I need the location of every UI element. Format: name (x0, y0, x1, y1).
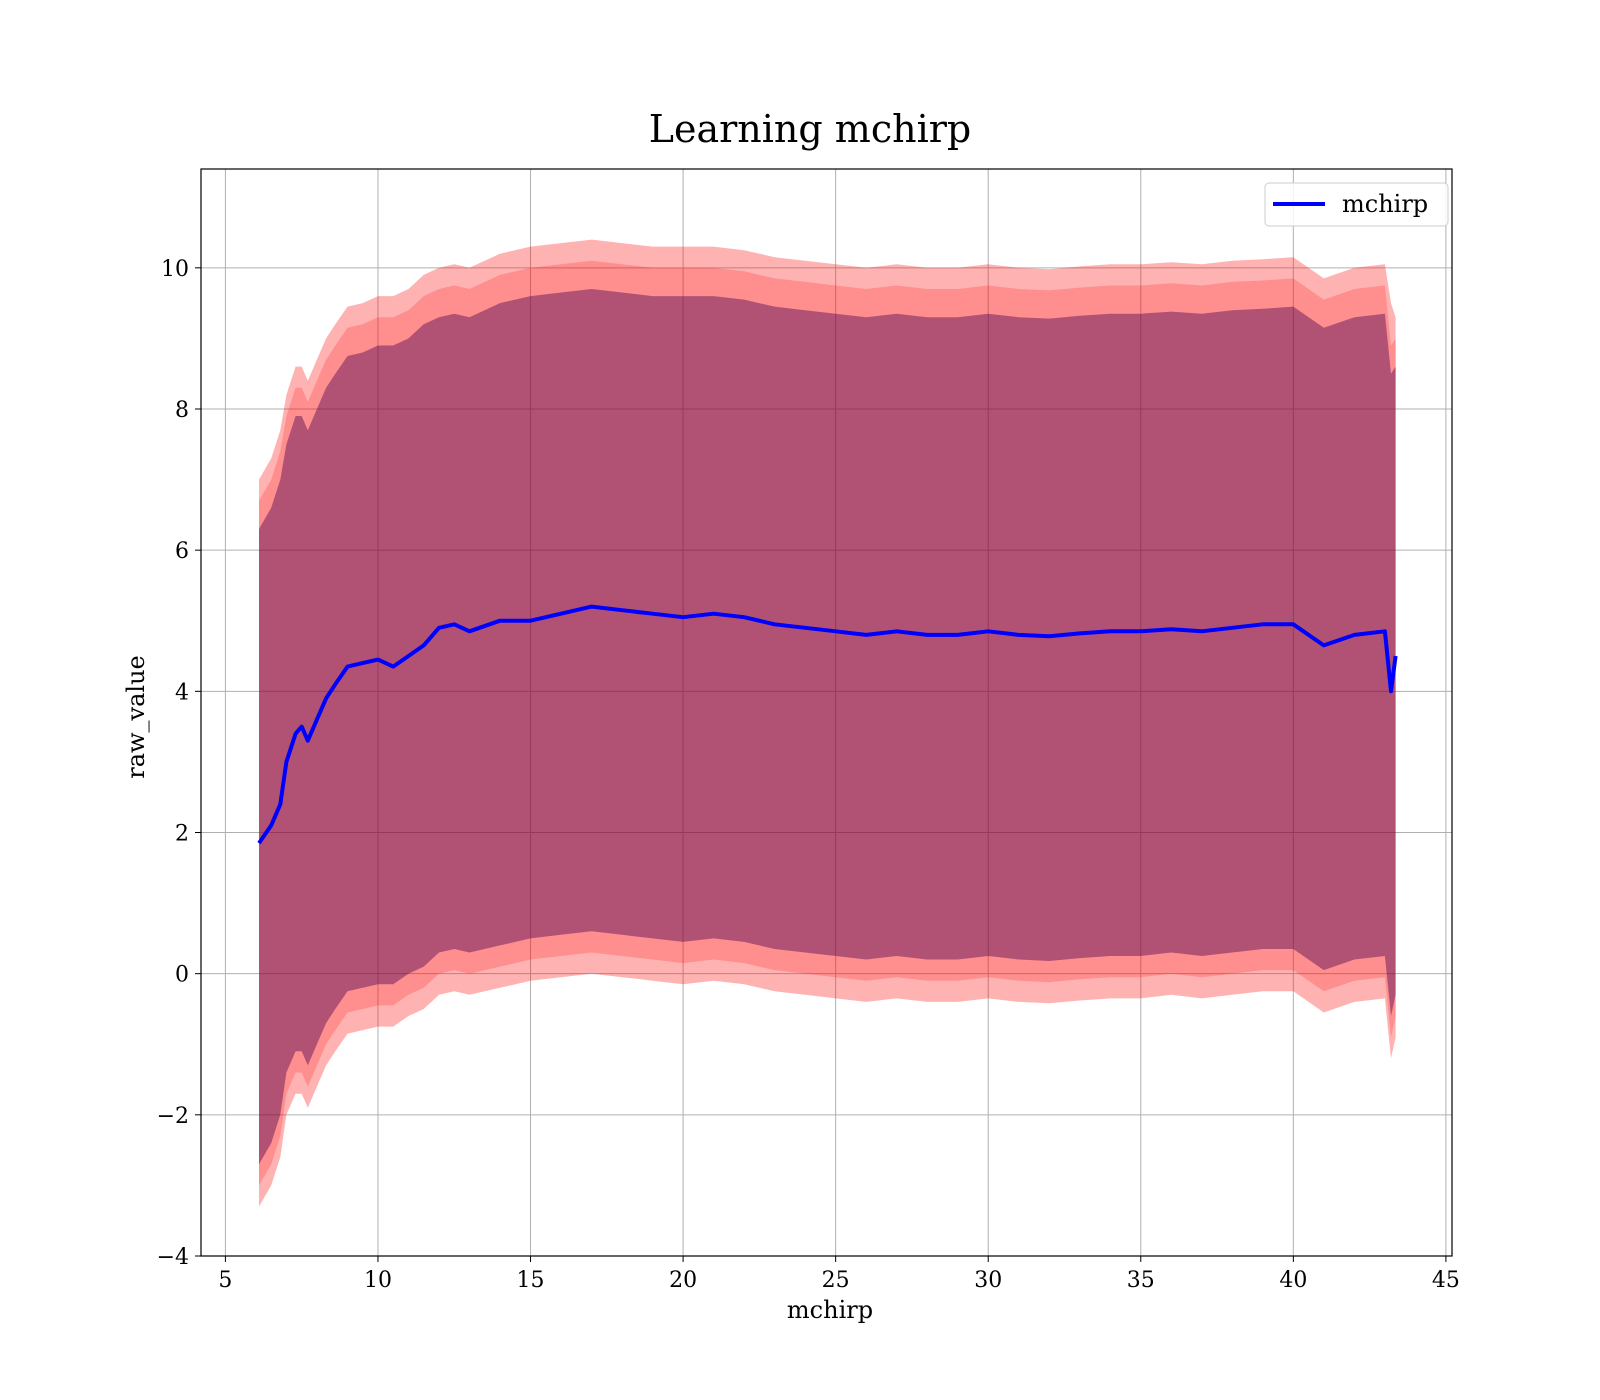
y-tick-label: 8 (175, 398, 189, 423)
x-tick-label: 35 (1127, 1268, 1155, 1293)
y-tick-label: 0 (175, 963, 189, 988)
band-outer (259, 239, 1396, 1207)
legend: mchirp (1264, 182, 1449, 227)
y-tick-label: 6 (175, 539, 189, 564)
y-axis-label: raw_value (122, 655, 150, 779)
chart-title: Learning mchirp (649, 107, 971, 151)
y-tick-label: −4 (157, 1245, 189, 1270)
x-tick-label: 20 (669, 1268, 697, 1293)
x-tick-label: 5 (218, 1268, 232, 1293)
x-tick-label: 40 (1279, 1268, 1307, 1293)
y-axis-ticks: −4 −2 0 2 4 6 8 10 (157, 257, 201, 1270)
plot-frame (200, 168, 1453, 1257)
y-tick-label: 10 (161, 257, 189, 282)
grid (201, 169, 1452, 1257)
x-axis-ticks: 5 10 15 20 25 30 35 40 45 (218, 1256, 1460, 1293)
x-tick-label: 30 (974, 1268, 1002, 1293)
x-tick-label: 10 (364, 1268, 392, 1293)
y-tick-label: −2 (157, 1104, 189, 1129)
legend-label-mchirp: mchirp (1342, 190, 1428, 218)
x-tick-label: 15 (517, 1268, 545, 1293)
x-tick-label: 45 (1432, 1268, 1460, 1293)
band-inner (259, 289, 1396, 1165)
series-line-mchirp (257, 604, 1398, 845)
x-axis-label: mchirp (787, 1296, 873, 1324)
uncertainty-bands (259, 239, 1396, 1207)
y-tick-label: 4 (175, 680, 189, 705)
x-tick-label: 25 (822, 1268, 850, 1293)
y-tick-label: 2 (175, 821, 189, 846)
band-middle (259, 260, 1396, 1186)
legend-box (1264, 182, 1449, 227)
